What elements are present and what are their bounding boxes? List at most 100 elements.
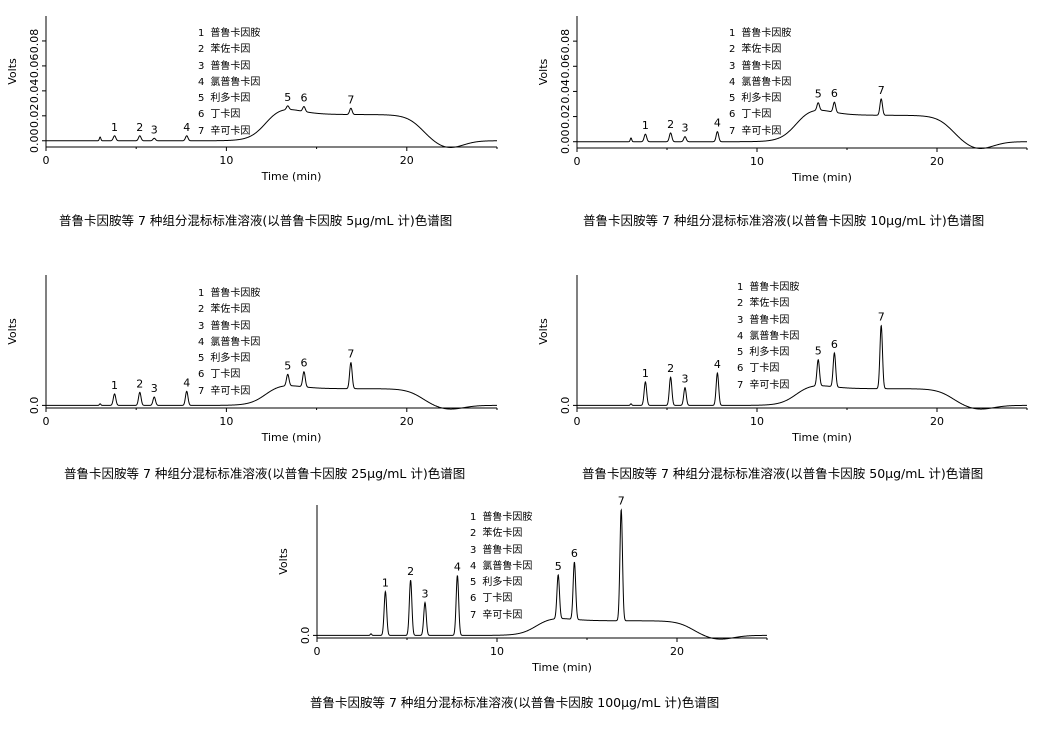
chart-caption: 普鲁卡因胺等 7 种组分混标标准溶液(以普鲁卡因胺 100μg/mL 计)色谱图 (310, 695, 720, 710)
legend-entry: 2 苯佐卡因 (470, 526, 532, 542)
peak-label: 2 (136, 377, 143, 390)
legend-number: 7 (737, 379, 744, 391)
x-tick-label: 20 (400, 415, 414, 428)
legend-compound-name: 普鲁卡因 (749, 314, 790, 326)
legend-compound-name: 苯佐卡因 (210, 44, 251, 56)
peak-label: 2 (407, 565, 414, 578)
legend-number: 1 (198, 28, 205, 39)
legend-entry: 4 氯普鲁卡因 (470, 559, 532, 575)
chromatogram-plot: 0 10 20 0.000.020.040.060.08 Time (min) Volts… (537, 16, 1028, 184)
x-axis-label: Time (min) (791, 431, 852, 444)
y-axis-label: Volts (6, 58, 19, 85)
legend-entry: 6 丁卡因 (198, 367, 260, 383)
legend-number: 1 (470, 512, 477, 523)
peak-label: 4 (714, 117, 721, 130)
legend-number: 5 (737, 347, 744, 359)
peak-label: 3 (151, 123, 158, 136)
legend-number: 5 (470, 577, 477, 589)
legend-number: 3 (198, 60, 205, 72)
legend-compound-name: 丁卡因 (210, 369, 241, 381)
legend-compound-name: 辛可卡因 (210, 125, 251, 137)
peak-label: 7 (347, 93, 354, 106)
legend-number: 7 (198, 385, 205, 397)
peak-label: 5 (815, 345, 822, 358)
y-axis-label: Volts (537, 58, 550, 85)
legend-entry: 4 氯普鲁卡因 (198, 75, 260, 91)
legend-entry: 2 苯佐卡因 (729, 42, 791, 58)
legend-entry: 2 苯佐卡因 (737, 296, 799, 312)
legend-number: 2 (737, 298, 744, 310)
legend-number: 4 (198, 76, 205, 88)
legend-compound-name: 普鲁卡因 (210, 60, 251, 72)
chromatogram-panel-100ug: 0 10 20 0.0 Time (min) Volts 1 2 3 4 5 6 7 1 普鲁卡因胺 2 苯佐… (270, 495, 790, 732)
legend-compound-name: 辛可卡因 (482, 609, 523, 621)
legend-number: 6 (729, 109, 736, 121)
legend-entry: 6 丁卡因 (729, 107, 791, 123)
legend-entry: 1 普鲁卡因胺 (198, 286, 260, 302)
legend-number: 2 (198, 304, 205, 316)
legend-compound-name: 利多卡因 (749, 347, 790, 359)
legend-entry: 1 普鲁卡因胺 (198, 26, 260, 42)
chart-caption: 普鲁卡因胺等 7 种组分混标标准溶液(以普鲁卡因胺 50μg/mL 计)色谱图 (582, 466, 984, 481)
y-axis-label: Volts (6, 318, 19, 345)
legend-entry: 7 辛可卡因 (737, 378, 799, 394)
peak-label: 6 (300, 357, 307, 370)
legend-compound-name: 辛可卡因 (749, 379, 790, 391)
peak-label: 5 (284, 91, 291, 104)
peak-legend: 1 普鲁卡因胺 2 苯佐卡因 3 普鲁卡因 4 氯普鲁卡因 5 利多卡因 6 丁卡因 7 辛可卡因 (470, 510, 532, 624)
y-tick-label: 0.0 (559, 397, 572, 415)
peak-label: 5 (284, 359, 291, 372)
chromatogram-trace (46, 105, 498, 148)
legend-entry: 5 利多卡因 (198, 351, 260, 367)
x-tick-label: 20 (930, 415, 944, 428)
peak-legend: 1 普鲁卡因胺 2 苯佐卡因 3 普鲁卡因 4 氯普鲁卡因 5 利多卡因 6 丁卡因 7 辛可卡因 (198, 26, 260, 140)
legend-compound-name: 利多卡因 (482, 577, 523, 589)
legend-compound-name: 苯佐卡因 (741, 44, 782, 56)
legend-entry: 3 普鲁卡因 (729, 59, 791, 75)
legend-number: 3 (198, 320, 205, 332)
x-tick-label: 0 (314, 645, 321, 658)
peak-label: 3 (682, 373, 689, 386)
peak-label: 5 (555, 560, 562, 573)
peak-label: 7 (618, 495, 625, 508)
chromatogram-panel-50ug: 0 10 20 0.0 Time (min) Volts 1 2 3 4 5 6 7 1 普鲁卡因胺 2 苯佐… (530, 265, 1044, 485)
y-axis-label: Volts (277, 548, 290, 575)
peak-label: 6 (831, 338, 838, 351)
legend-entry: 2 苯佐卡因 (198, 42, 260, 58)
legend-number: 6 (198, 109, 205, 121)
legend-compound-name: 苯佐卡因 (749, 298, 790, 310)
peak-label: 3 (151, 382, 158, 395)
peak-label: 1 (642, 367, 649, 380)
x-tick-label: 10 (750, 415, 764, 428)
legend-number: 3 (470, 544, 477, 556)
legend-number: 1 (729, 28, 736, 39)
x-tick-label: 10 (490, 645, 504, 658)
peak-label: 2 (667, 118, 674, 131)
legend-compound-name: 氯普鲁卡因 (741, 76, 792, 88)
legend-entry: 7 辛可卡因 (198, 124, 260, 140)
x-axis-label: Time (min) (261, 170, 322, 183)
legend-compound-name: 丁卡因 (482, 593, 513, 605)
y-tick-label: 0.08 (559, 29, 572, 54)
x-axis-label: Time (min) (261, 431, 322, 444)
chromatogram-plot: 0 10 20 0.000.020.040.060.08 Time (min) Volts… (6, 16, 498, 183)
x-tick-label: 0 (43, 154, 50, 167)
x-tick-label: 10 (219, 154, 233, 167)
legend-number: 6 (198, 369, 205, 381)
legend-entry: 6 丁卡因 (470, 591, 532, 607)
legend-number: 4 (198, 336, 205, 348)
y-tick-label: 0.06 (28, 54, 41, 79)
chromatogram-trace (46, 361, 498, 410)
y-tick-label: 0.02 (559, 104, 572, 129)
legend-number: 4 (737, 330, 744, 342)
legend-compound-name: 丁卡因 (741, 109, 772, 121)
legend-number: 1 (198, 288, 205, 299)
legend-entry: 5 利多卡因 (470, 575, 532, 591)
legend-compound-name: 利多卡因 (210, 353, 251, 365)
peak-label: 7 (878, 84, 885, 97)
legend-entry: 3 普鲁卡因 (737, 313, 799, 329)
legend-entry: 1 普鲁卡因胺 (737, 280, 799, 296)
peak-label: 6 (831, 87, 838, 100)
